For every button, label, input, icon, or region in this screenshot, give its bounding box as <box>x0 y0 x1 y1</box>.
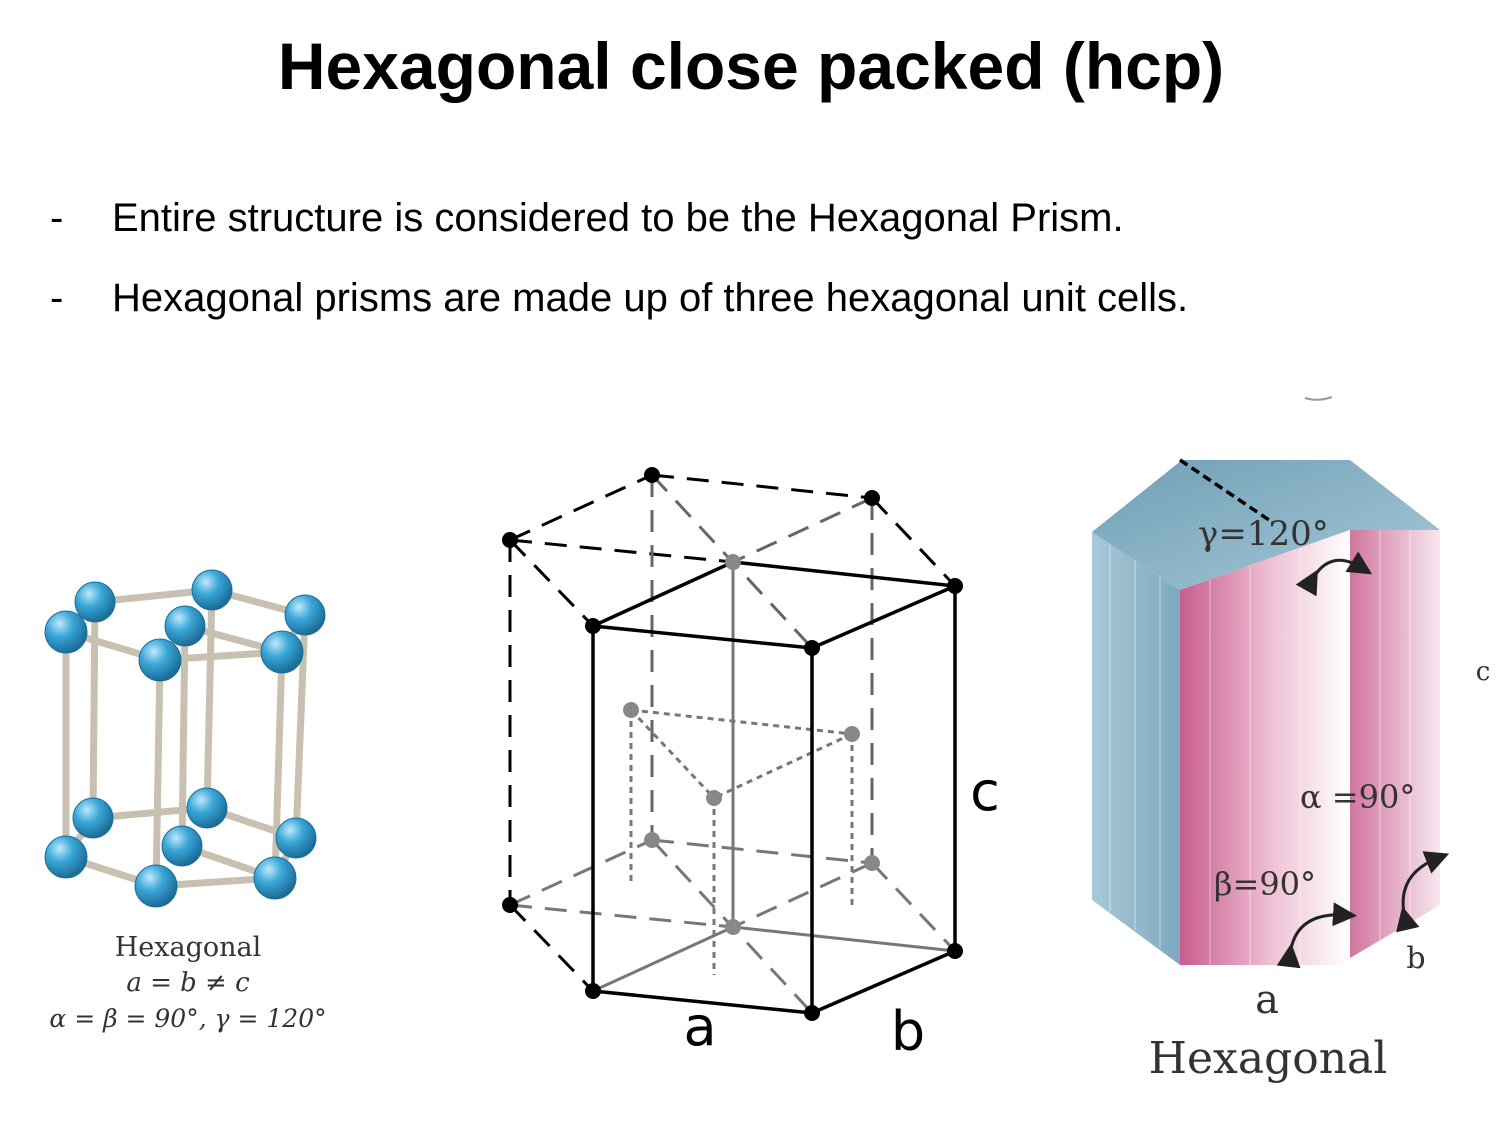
bullet-text: Entire structure is considered to be the… <box>112 196 1124 240</box>
caption-relation-angles: α = β = 90°, γ = 120° <box>49 1004 326 1033</box>
gamma-angle-label: γ=120° <box>1198 514 1329 554</box>
rear-edges <box>508 473 957 993</box>
hcp-ball-stick-model: Hexagonal a = b ≠ c α = β = 90°, γ = 120… <box>44 569 327 1033</box>
hcp-prism-wireframe: a b c <box>502 467 1000 1063</box>
black-vertices <box>502 467 963 1021</box>
front-unit-cell <box>591 560 957 1015</box>
prism-caption: Hexagonal <box>1149 1033 1388 1084</box>
axis-label-a: a <box>1255 977 1279 1023</box>
alpha-arrow-icon <box>1396 851 1450 933</box>
prism-side-face-blue <box>1092 532 1180 965</box>
gamma-arrow-icon <box>1295 551 1373 597</box>
caption-relation-lengths: a = b ≠ c <box>126 968 250 998</box>
axis-label-b: b <box>1406 941 1425 976</box>
edge-label-a: a <box>683 995 716 1058</box>
top-diagonals <box>650 473 874 863</box>
interior-triangle <box>629 708 854 975</box>
beta-arrow-icon <box>1276 902 1357 969</box>
axis-label-c: c <box>1476 657 1491 687</box>
gray-vertices <box>623 554 880 935</box>
beta-angle-label: β=90° <box>1214 865 1316 903</box>
top-mark <box>1304 396 1333 401</box>
prism-top-face <box>1092 460 1440 590</box>
hexagonal-prism-illustration: γ=120° α =90° β=90° c b a Hexagonal <box>1092 396 1491 1084</box>
atoms <box>44 569 326 908</box>
face-striations <box>1109 530 1411 965</box>
slide-title: Hexagonal close packed (hcp) <box>277 29 1225 103</box>
gamma-guide-line <box>1179 458 1273 524</box>
bullet-marker: - <box>50 196 64 240</box>
caption-name: Hexagonal <box>115 932 262 963</box>
interior-edges <box>592 562 956 993</box>
edge-label-c: c <box>970 760 1000 823</box>
bullet-marker: - <box>50 276 64 320</box>
alpha-angle-label: α =90° <box>1300 778 1415 816</box>
prism-right-face <box>1350 530 1440 958</box>
edge-label-b: b <box>891 1000 925 1063</box>
prism-front-face <box>1180 530 1350 965</box>
bullet-text: Hexagonal prisms are made up of three he… <box>112 276 1189 320</box>
